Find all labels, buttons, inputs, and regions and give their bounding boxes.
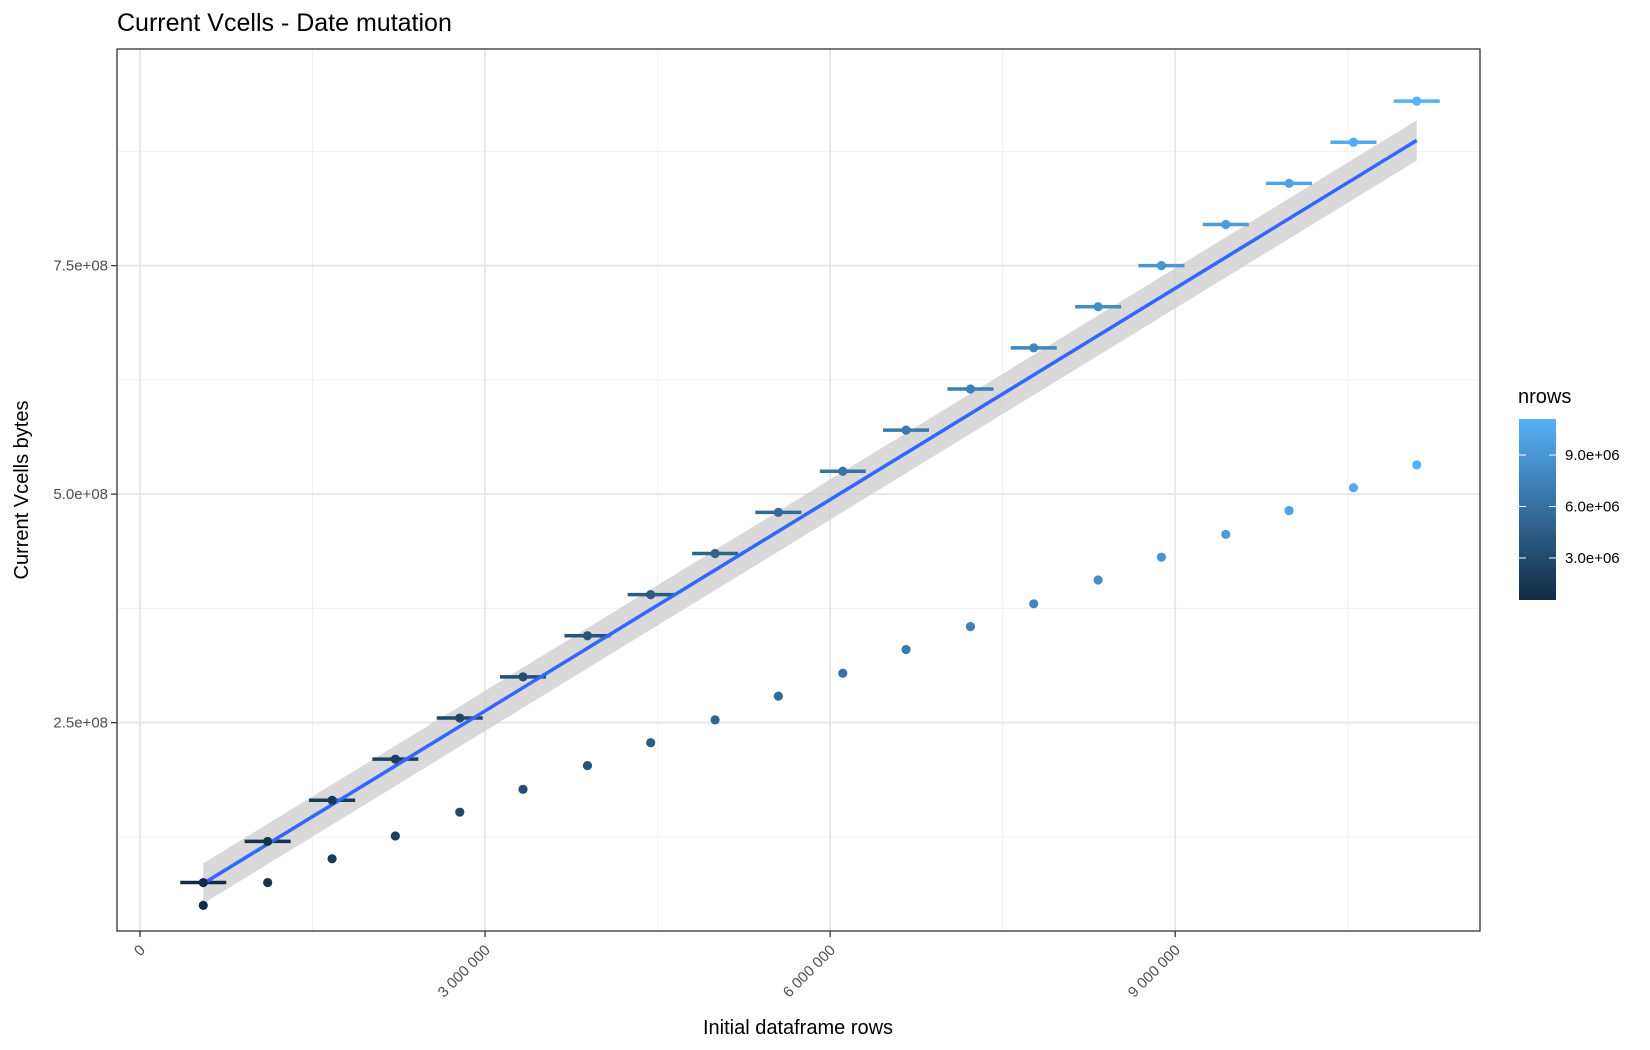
- data-point: [773, 691, 783, 701]
- data-point: [838, 668, 848, 678]
- data-point: [1093, 302, 1103, 312]
- data-point: [455, 807, 465, 817]
- chart-title: Current Vcells - Date mutation: [117, 9, 452, 37]
- legend-tick-label: 9.0e+06: [1565, 447, 1620, 464]
- data-point: [646, 738, 656, 748]
- legend-colorbar: [1519, 419, 1556, 600]
- data-point: [773, 507, 783, 517]
- data-point: [1029, 599, 1039, 609]
- data-point: [518, 672, 528, 682]
- data-point: [582, 760, 593, 771]
- legend-title: nrows: [1518, 386, 1571, 408]
- legend-ticks: 3.0e+06 6.0e+06 9.0e+06: [1519, 447, 1620, 567]
- data-point: [518, 784, 528, 794]
- legend-tick-label: 6.0e+06: [1565, 498, 1620, 515]
- data-point: [1348, 137, 1359, 147]
- data-point: [1412, 460, 1422, 470]
- data-point: [1348, 483, 1359, 493]
- y-tick-label: 2.5e+08: [53, 715, 108, 732]
- trend-line: [202, 138, 1418, 885]
- data-points: [198, 96, 1422, 911]
- legend-tick-label: 3.0e+06: [1565, 550, 1620, 567]
- data-point: [1284, 178, 1294, 188]
- y-axis: 2.5e+08 5.0e+08 7.5e+08: [53, 258, 117, 732]
- y-axis-title: Current Vcells bytes: [11, 401, 33, 580]
- data-point: [1221, 529, 1231, 539]
- y-tick-label: 7.5e+08: [53, 258, 108, 275]
- data-point: [1029, 343, 1039, 353]
- plot-border: [116, 48, 1481, 932]
- data-point: [1284, 505, 1294, 516]
- data-point: [965, 622, 976, 632]
- data-point: [455, 713, 465, 723]
- data-point: [646, 590, 656, 600]
- x-axis-title: Initial dataframe rows: [703, 1017, 893, 1039]
- data-point: [390, 754, 400, 764]
- data-point: [327, 854, 337, 864]
- data-point: [901, 425, 911, 435]
- data-point: [582, 631, 593, 641]
- data-point: [1093, 575, 1103, 585]
- data-point: [198, 900, 208, 911]
- data-point: [710, 715, 720, 725]
- data-point: [1221, 219, 1231, 230]
- data-point: [1156, 261, 1166, 271]
- grid-minor: [117, 49, 1480, 931]
- trend-line-path: [202, 138, 1418, 885]
- data-point: [198, 877, 208, 888]
- data-point: [1412, 96, 1422, 106]
- data-point: [901, 644, 911, 655]
- data-point: [390, 831, 400, 841]
- data-point: [327, 795, 337, 805]
- y-tick-label: 5.0e+08: [53, 486, 108, 503]
- data-point: [263, 836, 273, 847]
- data-point: [1156, 552, 1166, 562]
- data-point: [838, 466, 848, 476]
- data-point: [263, 877, 273, 888]
- data-point: [710, 548, 720, 559]
- data-point: [965, 384, 976, 394]
